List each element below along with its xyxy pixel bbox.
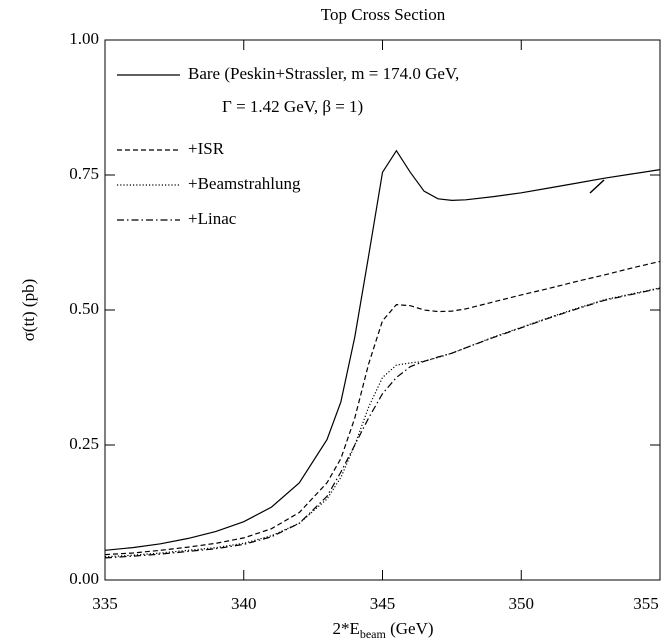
x-tick-label: 340 bbox=[231, 594, 257, 613]
series-line bbox=[104, 149, 661, 551]
x-tick-label: 345 bbox=[370, 594, 396, 613]
y-tick-label: 0.25 bbox=[69, 434, 99, 453]
y-tick-label: 0.50 bbox=[69, 299, 99, 318]
x-tick-label: 335 bbox=[92, 594, 118, 613]
y-tick-label: 1.00 bbox=[69, 29, 99, 48]
series-line bbox=[104, 287, 661, 558]
stray-mark bbox=[589, 179, 605, 194]
y-tick-label: 0.75 bbox=[69, 164, 99, 183]
legend-label-cont: Γ = 1.42 GeV, β = 1) bbox=[222, 97, 363, 116]
plot-frame bbox=[104, 39, 661, 581]
x-tick-label: 350 bbox=[509, 594, 535, 613]
x-tick-label: 355 bbox=[633, 594, 659, 613]
legend-label: Bare (Peskin+Strassler, m = 174.0 GeV, bbox=[188, 64, 459, 83]
series-line bbox=[104, 260, 661, 556]
x-label-unit: (GeV) bbox=[386, 619, 434, 638]
chart-title: Top Cross Section bbox=[321, 5, 446, 24]
legend-label: +Beamstrahlung bbox=[188, 174, 301, 193]
x-axis-label: 2*Ebeam (GeV) bbox=[332, 619, 433, 641]
legend-label: +Linac bbox=[188, 209, 237, 228]
y-tick-label: 0.00 bbox=[69, 569, 99, 588]
series-line bbox=[104, 287, 661, 559]
legend-label: +ISR bbox=[188, 139, 225, 158]
x-label-sub: beam bbox=[360, 627, 387, 641]
y-axis-label: σ(tt) (pb) bbox=[19, 279, 38, 342]
x-label-main: 2*E bbox=[332, 619, 359, 638]
